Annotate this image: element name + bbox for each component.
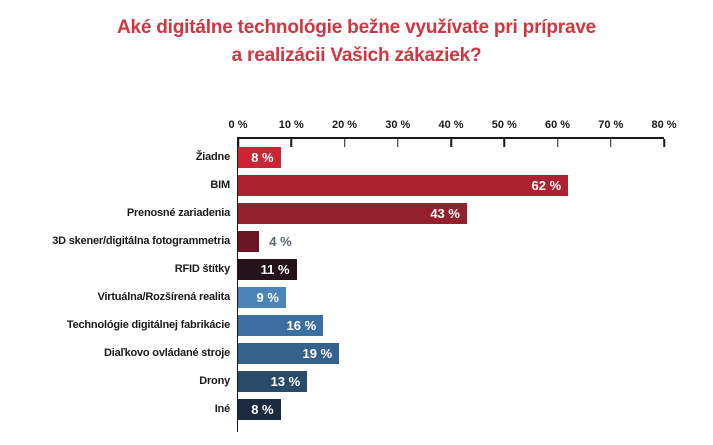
category-label: Technológie digitálnej fabrikácie: [66, 319, 230, 331]
x-axis-tick: [397, 139, 399, 147]
value-label: 13 %: [270, 374, 301, 389]
category-label: 3D skener/digitálna fotogrammetria: [52, 235, 230, 247]
category-label: Žiadne: [195, 151, 230, 163]
value-label: 8 %: [251, 402, 274, 417]
x-axis-tick-label: 30 %: [385, 119, 411, 131]
x-axis-tick-label: 50 %: [491, 119, 517, 131]
x-axis-tick: [343, 139, 346, 147]
category-label: Virtuálna/Rozšírená realita: [97, 291, 230, 303]
chart-title-line-1: Aké digitálne technológie bežne využívat…: [116, 17, 597, 38]
bar: 43 %: [238, 203, 467, 224]
value-label: 16 %: [286, 318, 317, 333]
chart-title: Aké digitálne technológie bežne využívat…: [0, 14, 713, 70]
category-label: RFID štítky: [174, 263, 230, 275]
x-axis-tick: [237, 139, 239, 147]
category-label: Prenosné zariadenia: [126, 207, 230, 219]
chart-title-line-2: a realizácii Vašich zákaziek?: [231, 45, 482, 66]
bar: 8 %: [238, 147, 281, 168]
x-axis-tick-label: 70 %: [598, 119, 624, 131]
x-axis-tick-label: 20 %: [331, 119, 358, 131]
bar: 13 %: [238, 371, 308, 392]
value-label: 43 %: [430, 206, 460, 221]
x-axis-tick-label: 80 %: [651, 119, 677, 131]
x-axis-tick: [610, 139, 612, 147]
category-label: BIM: [210, 179, 230, 191]
x-axis-tick: [450, 139, 452, 147]
x-axis-tick-label: 40 %: [438, 119, 464, 131]
bar: 19 %: [238, 343, 340, 364]
bar: 16 %: [238, 315, 324, 336]
x-axis-tick: [556, 139, 559, 147]
bar: 11 %: [238, 259, 297, 280]
bar: 4 %: [238, 231, 292, 252]
category-label: Iné: [214, 403, 231, 415]
bar-chart-plot-area: 0 % 10 % 20 % 30 % 40 % 50 % 60 % 70 % 80 % Žiadn…: [52, 119, 677, 432]
x-axis-tick: [503, 139, 505, 147]
bar: 8 %: [238, 399, 281, 420]
category-label: Drony: [199, 375, 230, 387]
x-axis-tick-label: 0 %: [228, 119, 248, 131]
bar: 62 %: [238, 175, 569, 196]
value-label: 19 %: [302, 346, 333, 361]
x-axis-tick-label: 60 %: [544, 119, 571, 131]
x-axis-tick: [290, 139, 292, 147]
value-label: 9 %: [256, 290, 279, 305]
bar: 9 %: [238, 287, 286, 308]
value-label: 4 %: [269, 234, 292, 249]
value-label: 11 %: [260, 262, 290, 277]
category-label: Diaľkovo ovládané stroje: [104, 347, 230, 359]
value-label: 62 %: [531, 178, 562, 193]
x-axis-tick-label: 10 %: [278, 119, 304, 131]
x-axis-tick: [663, 139, 665, 147]
value-label: 8 %: [251, 150, 274, 165]
